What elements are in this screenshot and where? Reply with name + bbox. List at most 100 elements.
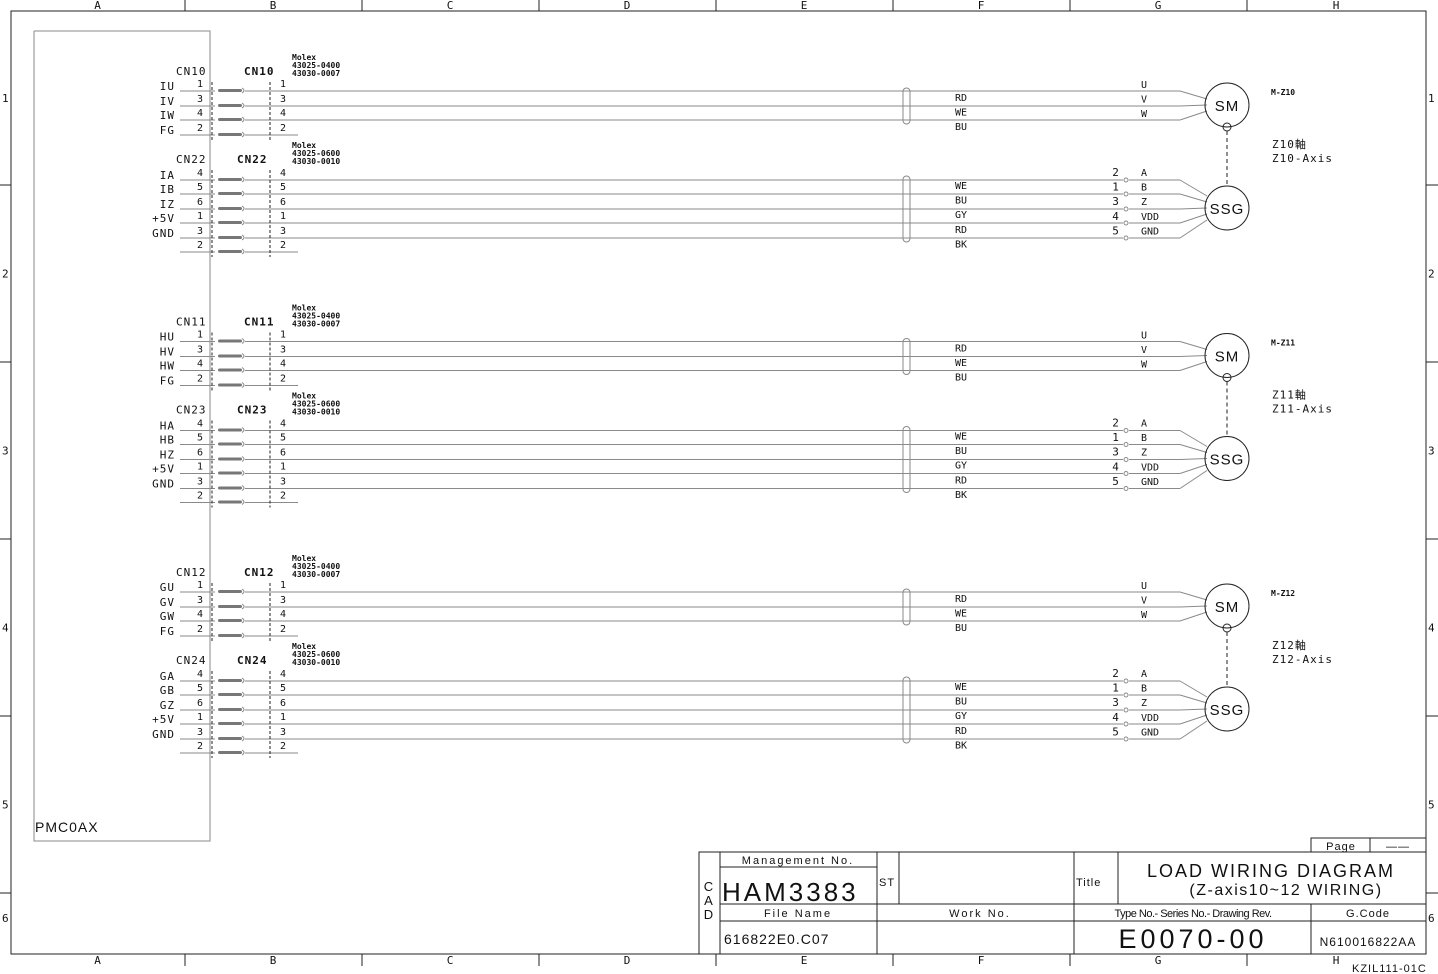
- wire: [1179, 90, 1208, 100]
- pin-number: 2: [280, 240, 286, 251]
- contact-tip: [241, 588, 245, 595]
- signal-label: FG: [160, 625, 175, 638]
- contact-tip: [241, 499, 245, 505]
- wire: [1179, 714, 1208, 725]
- motor-symbol: [1204, 82, 1250, 128]
- terminal: [1123, 206, 1129, 212]
- wire-color: GY: [955, 461, 967, 472]
- row-label-right: 5: [1428, 799, 1436, 812]
- molex-part: Molex: [292, 304, 316, 313]
- pin-number: 3: [280, 727, 286, 738]
- contact: [218, 634, 242, 637]
- terminal-label: W: [1141, 360, 1148, 371]
- connector-label: CN10: [244, 65, 275, 78]
- terminal-label: B: [1141, 183, 1147, 194]
- axis-label-jp: Z11軸: [1272, 388, 1307, 402]
- column-label-bottom: G: [1155, 954, 1163, 967]
- wire-color: WE: [955, 181, 967, 192]
- contact-tip: [241, 116, 245, 123]
- connector-label: CN11: [176, 316, 207, 329]
- wire: [1179, 680, 1208, 698]
- molex-part: Molex: [292, 554, 316, 563]
- encoder-name: SSG: [1210, 201, 1245, 218]
- column-label-bottom: C: [447, 954, 455, 967]
- column-label-top: D: [624, 0, 632, 12]
- pin-number: 4: [197, 609, 203, 620]
- wire-color: BU: [955, 122, 967, 133]
- pin-number: 3: [197, 345, 203, 356]
- contact-tip: [241, 190, 245, 197]
- contact-tip: [241, 367, 245, 373]
- st-label: ST: [879, 877, 895, 889]
- pin-number: 2: [280, 123, 286, 134]
- contact: [218, 442, 242, 446]
- pin-number: 3: [280, 94, 286, 105]
- contact: [218, 605, 242, 608]
- wire-color: RD: [955, 93, 967, 104]
- wire: [1179, 341, 1208, 350]
- gcode-value: N610016822AA: [1320, 935, 1417, 949]
- contact: [218, 368, 242, 372]
- pin-number: 3: [280, 345, 286, 356]
- column-label-top: H: [1333, 0, 1341, 12]
- contact: [218, 89, 242, 92]
- contact: [218, 708, 242, 711]
- terminal-label: A: [1141, 168, 1147, 179]
- encoder-pin: 5: [1112, 725, 1120, 738]
- wire-color: WE: [955, 358, 967, 369]
- axis-label-jp: Z10軸: [1272, 137, 1307, 151]
- wire-color: BU: [955, 373, 967, 384]
- encoder-symbol: [1204, 185, 1250, 231]
- contact: [218, 178, 242, 181]
- molex-part: 43025-0600: [292, 400, 340, 409]
- encoder-pin: 3: [1112, 446, 1120, 459]
- file-name-label: File Name: [764, 908, 832, 920]
- pin-number: 2: [280, 374, 286, 385]
- column-label-bottom: E: [801, 954, 809, 967]
- wire: [1179, 193, 1208, 203]
- row-label-left: 5: [2, 799, 10, 812]
- contact: [218, 250, 242, 253]
- signal-label: IW: [160, 109, 175, 122]
- signal-label: GA: [160, 670, 175, 683]
- row-label-right: 3: [1428, 445, 1436, 458]
- terminal-label: B: [1141, 433, 1147, 444]
- title-label: Title: [1076, 877, 1101, 889]
- terminal-label: GND: [1141, 477, 1159, 488]
- signal-label: GND: [152, 227, 175, 240]
- molex-part: Molex: [292, 141, 316, 150]
- row-label-right: 4: [1428, 622, 1436, 635]
- signal-label: HW: [160, 360, 175, 373]
- connector-label: CN24: [237, 654, 268, 667]
- column-label-top: F: [978, 0, 986, 12]
- wire: [1179, 213, 1208, 224]
- drawing-title: LOAD WIRING DIAGRAM: [1147, 861, 1395, 881]
- pin-number: 2: [197, 624, 203, 635]
- contact-tip: [241, 441, 245, 447]
- pin-number: 6: [280, 698, 286, 709]
- contact-tip: [241, 338, 245, 344]
- pin-number: 2: [280, 741, 286, 752]
- row-label-left: 6: [2, 912, 10, 925]
- axis-label-en: Z12-Axis: [1272, 653, 1333, 666]
- encoder-pin: 5: [1112, 475, 1120, 488]
- wire: [1179, 110, 1208, 121]
- molex-part: Molex: [292, 392, 316, 401]
- motor-name: SM: [1215, 599, 1240, 616]
- row-label-left: 4: [2, 622, 10, 635]
- pin-number: 4: [197, 108, 203, 119]
- contact-tip: [241, 706, 245, 713]
- encoder-pin: 4: [1112, 711, 1120, 724]
- motor-name: SM: [1215, 98, 1240, 115]
- axis-label-en: Z10-Axis: [1272, 152, 1333, 165]
- signal-label: +5V: [152, 212, 175, 225]
- pin-number: 3: [197, 477, 203, 488]
- column-label-bottom: B: [270, 954, 278, 967]
- pin-number: 5: [197, 182, 203, 193]
- pin-number: 4: [280, 168, 286, 179]
- drawing-subtitle: (Z-axis10~12 WIRING): [1189, 882, 1382, 899]
- pin-number: 4: [280, 359, 286, 370]
- encoder-pin: 1: [1112, 181, 1120, 194]
- column-label-bottom: H: [1333, 954, 1341, 967]
